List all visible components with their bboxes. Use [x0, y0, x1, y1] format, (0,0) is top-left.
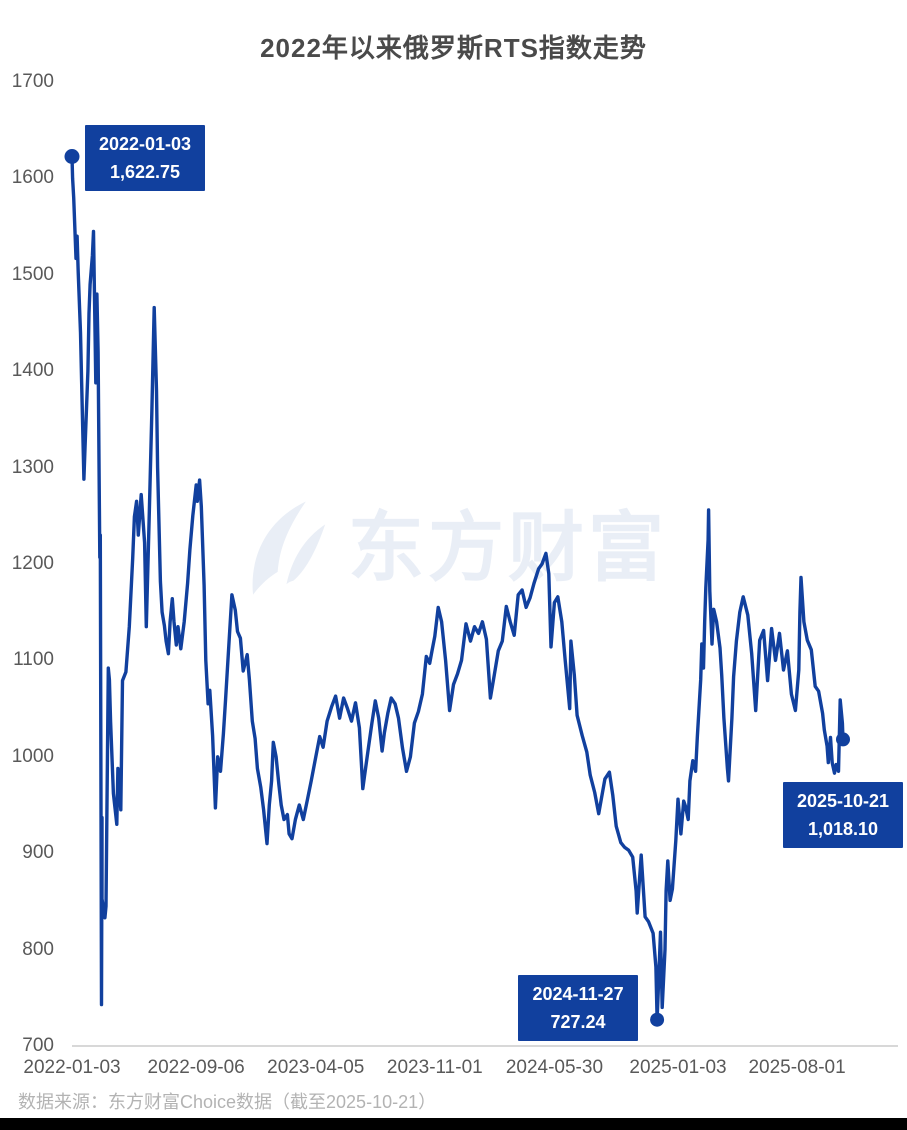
y-axis-label: 1000 — [11, 745, 54, 767]
marker-dot-start — [64, 149, 80, 164]
y-axis-label: 1600 — [11, 167, 54, 189]
annotation-end-value: 1,018.10 — [807, 819, 879, 840]
x-axis-label: 2025-01-03 — [629, 1057, 727, 1078]
annotation-end: 2025-10-21 1,018.10 — [783, 782, 903, 849]
annotation-min: 2024-11-27 727.24 — [518, 974, 639, 1041]
rts-index-line — [70, 154, 845, 1022]
y-axis-label: 700 — [22, 1035, 54, 1056]
annotation-start-value: 1,622.75 — [109, 162, 181, 183]
x-axis-label: 2022-01-03 — [23, 1057, 121, 1078]
bottom-bar — [0, 1118, 907, 1130]
chart-title: 2022年以来俄罗斯RTS指数走势 — [260, 33, 647, 63]
x-axis-label: 2023-04-05 — [267, 1057, 365, 1078]
y-axis-label: 900 — [22, 842, 54, 864]
x-axis-label: 2023-11-01 — [386, 1057, 483, 1078]
y-axis-label: 1400 — [11, 360, 54, 382]
y-axis-label: 1200 — [11, 553, 54, 574]
x-axis-label: 2025-08-01 — [748, 1057, 846, 1078]
marker-dot-end — [836, 732, 850, 747]
annotation-start-date: 2022-01-03 — [98, 134, 192, 155]
x-axis-label: 2024-05-30 — [505, 1057, 604, 1078]
annotation-min-date: 2024-11-27 — [532, 983, 624, 1004]
x-axis-label: 2022-09-06 — [147, 1057, 245, 1078]
y-axis-label: 1500 — [11, 263, 54, 285]
y-axis-label: 1300 — [11, 456, 54, 478]
data-source-note: 数据来源：东方财富Choice数据（截至2025-10-21） — [18, 1092, 437, 1112]
annotation-end-date: 2025-10-21 — [796, 791, 890, 812]
annotation-min-value: 727.24 — [550, 1011, 606, 1032]
marker-dot-min — [650, 1012, 665, 1027]
y-axis-label: 800 — [22, 938, 54, 960]
y-axis-label: 1700 — [11, 71, 54, 92]
y-axis-label: 1100 — [13, 649, 54, 671]
annotation-start: 2022-01-03 1,622.75 — [85, 125, 205, 192]
